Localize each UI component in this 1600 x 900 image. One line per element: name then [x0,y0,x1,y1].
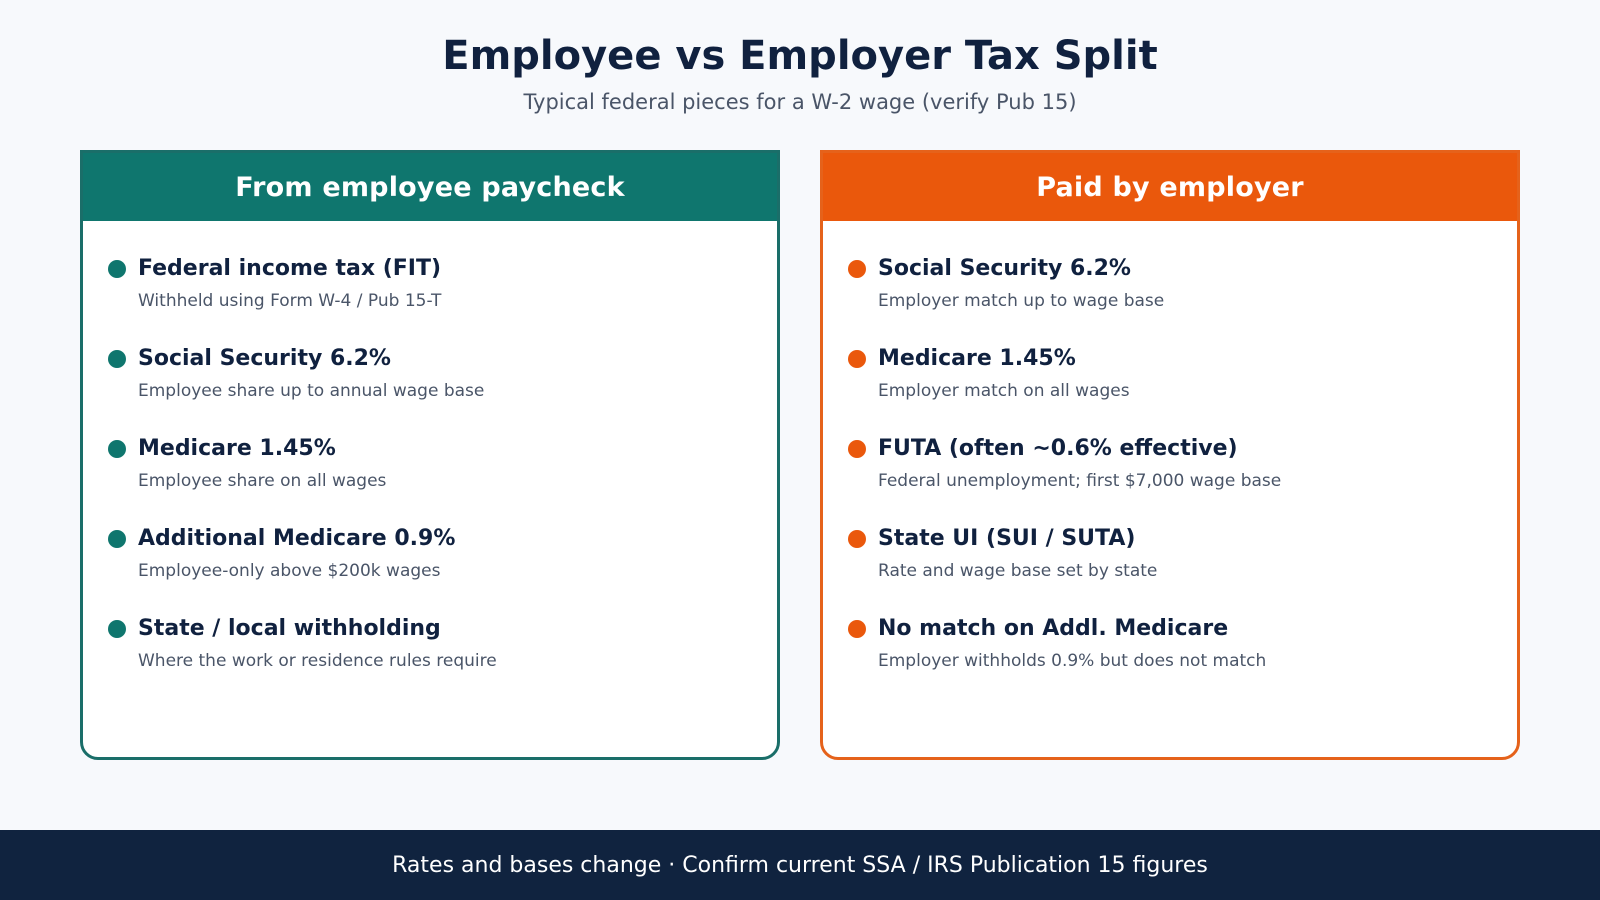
employee-panel-header: From employee paycheck [83,153,777,221]
footer-text: Rates and bases change · Confirm current… [392,852,1208,878]
item-description: Employer withholds 0.9% but does not mat… [878,651,1267,671]
item-description: Employee share up to annual wage base [138,381,485,401]
employer-panel-header: Paid by employer [823,153,1517,221]
item-title: Additional Medicare 0.9% [138,526,456,551]
employer-item-no-match-addl-medicare: No match on Addl. Medicare Employer with… [848,609,1497,679]
employee-item-federal-income-tax: Federal income tax (FIT) Withheld using … [108,249,757,319]
item-title: Social Security 6.2% [138,346,391,371]
bullet-icon [108,260,126,278]
item-title: Medicare 1.45% [878,346,1076,371]
item-description: Withheld using Form W-4 / Pub 15-T [138,291,442,311]
bullet-icon [848,440,866,458]
bullet-icon [108,440,126,458]
item-description: Federal unemployment; first $7,000 wage … [878,471,1282,491]
employer-item-futa: FUTA (often ~0.6% effective) Federal une… [848,429,1497,499]
bullet-icon [108,530,126,548]
employee-item-state-local-withholding: State / local withholding Where the work… [108,609,757,679]
employee-item-social-security: Social Security 6.2% Employee share up t… [108,339,757,409]
item-description: Employee-only above $200k wages [138,561,441,581]
item-title: Medicare 1.45% [138,436,336,461]
employee-panel: From employee paycheck Federal income ta… [80,150,780,760]
page-subtitle: Typical federal pieces for a W-2 wage (v… [523,90,1077,114]
item-description: Employer match up to wage base [878,291,1165,311]
employee-item-additional-medicare: Additional Medicare 0.9% Employee-only a… [108,519,757,589]
item-description: Where the work or residence rules requir… [138,651,497,671]
employer-item-social-security: Social Security 6.2% Employer match up t… [848,249,1497,319]
page-title: Employee vs Employer Tax Split [442,33,1158,79]
item-title: No match on Addl. Medicare [878,616,1229,641]
item-title: State UI (SUI / SUTA) [878,526,1136,551]
bullet-icon [108,620,126,638]
item-description: Employee share on all wages [138,471,387,491]
item-title: Federal income tax (FIT) [138,256,442,281]
bullet-icon [848,260,866,278]
item-description: Rate and wage base set by state [878,561,1158,581]
bullet-icon [848,620,866,638]
bullet-icon [848,530,866,548]
item-title: State / local withholding [138,616,441,641]
bullet-icon [848,350,866,368]
footer-banner: Rates and bases change · Confirm current… [0,830,1600,900]
item-title: FUTA (often ~0.6% effective) [878,436,1238,461]
employer-item-medicare: Medicare 1.45% Employer match on all wag… [848,339,1497,409]
bullet-icon [108,350,126,368]
employer-panel: Paid by employer Social Security 6.2% Em… [820,150,1520,760]
item-description: Employer match on all wages [878,381,1130,401]
item-title: Social Security 6.2% [878,256,1131,281]
employee-item-medicare: Medicare 1.45% Employee share on all wag… [108,429,757,499]
employer-item-state-ui: State UI (SUI / SUTA) Rate and wage base… [848,519,1497,589]
